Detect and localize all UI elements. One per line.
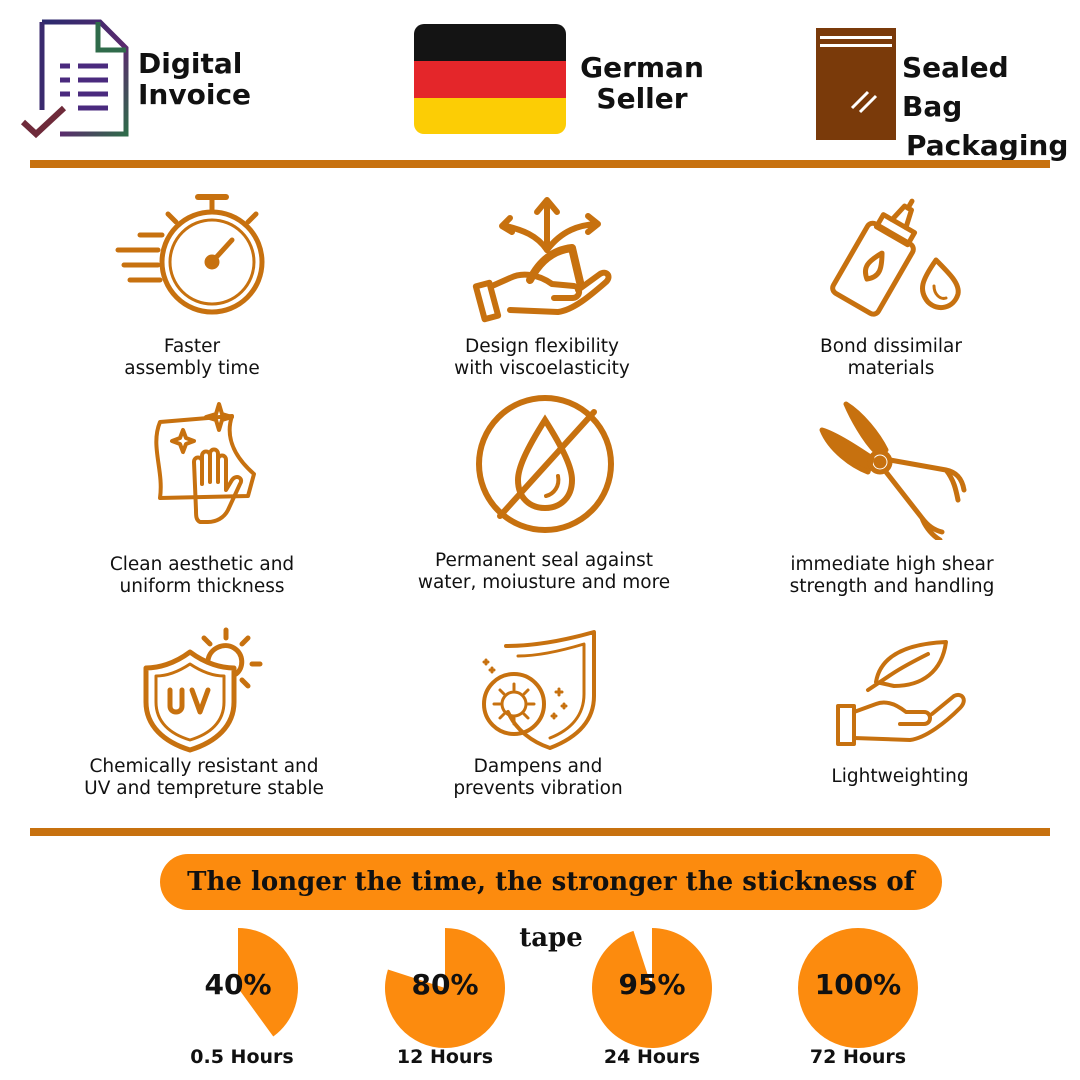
no-water-icon — [476, 395, 614, 533]
vibration-shield-icon — [482, 630, 596, 750]
feature-label-4: Clean aesthetic and uniform thickness — [109, 554, 295, 597]
pie-time-label-1: 0.5 Hours — [190, 1046, 294, 1068]
feature-label-7: Chemically resistant and UV and tempretur… — [84, 756, 324, 799]
feature-label-2: Design flexibility with viscoelasticity — [454, 336, 630, 379]
packaging-line1: Sealed Bag — [902, 51, 1009, 123]
pie-time-label-4: 72 Hours — [809, 1046, 907, 1068]
german-flag-icon — [414, 24, 566, 134]
feature-label-5: Permanent seal against water, moiusture a… — [417, 550, 671, 593]
feature-label-9: Lightweighting — [831, 766, 969, 787]
seller-line1: German — [580, 51, 704, 84]
header-packaging: Sealed Bag Packaging — [816, 28, 1068, 162]
feature-label-1: Faster assembly time — [124, 336, 260, 379]
stickiness-banner: The longer the time, the stronger the st… — [160, 854, 942, 953]
feature-label-3: Bond dissimilar materials — [820, 336, 962, 379]
pliers-icon — [819, 401, 967, 540]
pie-slice-2 — [385, 928, 505, 1048]
header-packaging-title: Sealed Bag Packaging — [902, 48, 1068, 165]
uv-shield-icon — [143, 627, 263, 753]
header-invoice: Digital Invoice — [20, 18, 260, 140]
pie-time-label-2: 12 Hours — [396, 1046, 494, 1068]
pie-chart-3 — [592, 928, 712, 1048]
pie-slice-1 — [238, 928, 298, 1037]
pie-chart-4 — [798, 928, 918, 1048]
pie-percent-label-3: 95% — [618, 968, 686, 1001]
invoice-line2: Invoice — [138, 78, 252, 111]
pie-percent-label-2: 80% — [411, 968, 479, 1001]
sealed-bag-icon — [816, 28, 896, 140]
header-seller: German Seller — [414, 24, 714, 136]
stopwatch-icon — [115, 194, 265, 315]
packaging-line2: Packaging — [906, 129, 1069, 162]
feature-label-8: Dampens and prevents vibration — [453, 756, 623, 799]
glue-bottle-icon — [830, 198, 961, 317]
invoice-icon — [20, 19, 129, 139]
leaf-hand-icon — [836, 640, 966, 746]
flexible-hand-icon — [472, 197, 612, 323]
pie-chart-2 — [385, 928, 505, 1048]
pie-percent-label-4: 100% — [814, 968, 902, 1001]
feature-label-6: immediate high shear strength and handlin… — [789, 554, 995, 597]
pie-time-label-3: 24 Hours — [603, 1046, 701, 1068]
pie-percent-label-1: 40% — [204, 968, 272, 1001]
header-seller-title: German Seller — [572, 52, 712, 114]
invoice-line1: Digital — [138, 47, 243, 80]
seller-line2: Seller — [596, 82, 688, 115]
cleaning-hand-icon — [154, 402, 256, 524]
pie-slice-3 — [592, 928, 712, 1048]
pie-slice-4 — [798, 928, 918, 1048]
bottom-divider — [30, 828, 1050, 836]
pie-chart-1 — [238, 928, 298, 1037]
top-divider — [30, 160, 1050, 168]
header-invoice-title: Digital Invoice — [138, 48, 251, 110]
